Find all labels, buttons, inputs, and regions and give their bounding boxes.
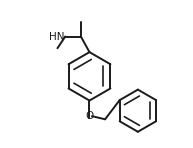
Text: O: O (85, 111, 94, 121)
Text: HN: HN (49, 32, 64, 42)
